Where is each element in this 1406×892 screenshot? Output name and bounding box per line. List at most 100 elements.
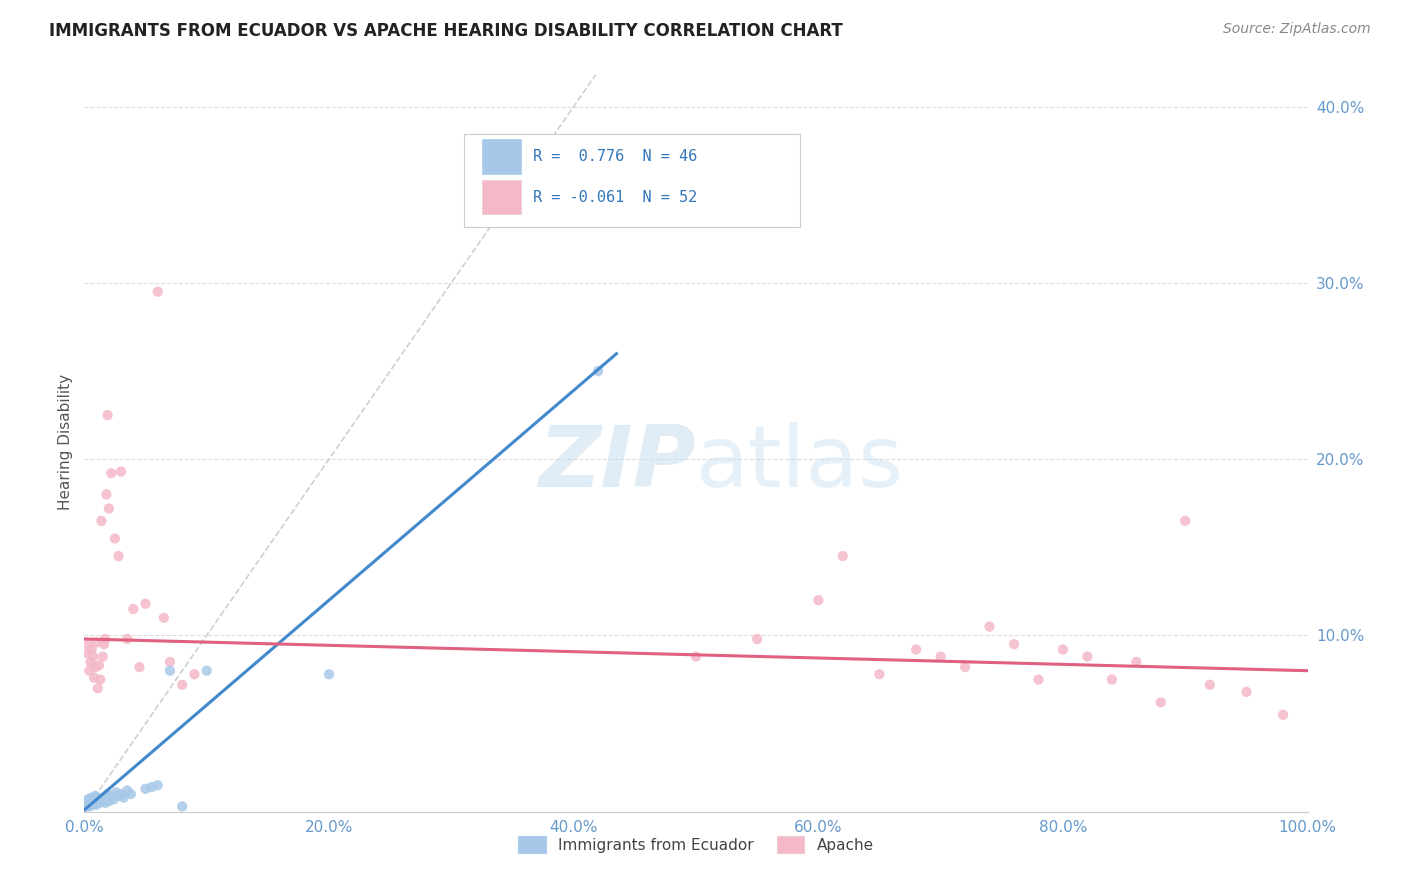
Point [97, 787, 120, 801]
Point [831, 549, 853, 563]
Point [93, 637, 115, 651]
Point [86, 635, 108, 649]
Point [77, 797, 100, 812]
Point [172, 678, 194, 692]
Point [76, 794, 98, 808]
Point [153, 611, 176, 625]
Point [87, 658, 110, 673]
Point [76, 646, 98, 660]
Point [1272, 707, 1295, 722]
Point [128, 660, 150, 674]
Point [80, 642, 103, 657]
Point [100, 790, 122, 805]
Point [93, 792, 115, 806]
Point [75, 796, 97, 810]
Point [112, 790, 135, 805]
Point [80, 790, 103, 805]
Point [685, 649, 707, 664]
FancyBboxPatch shape [464, 135, 800, 227]
Point [1002, 637, 1025, 651]
Text: R =  0.776  N = 46: R = 0.776 N = 46 [533, 149, 697, 164]
Point [90, 514, 112, 528]
Point [77, 799, 100, 814]
Point [1150, 695, 1173, 709]
Point [807, 593, 830, 607]
Point [141, 780, 163, 794]
Point [135, 597, 157, 611]
Point [103, 792, 125, 806]
Text: Source: ZipAtlas.com: Source: ZipAtlas.com [1223, 22, 1371, 37]
Point [159, 655, 181, 669]
Point [120, 787, 142, 801]
Point [79, 655, 101, 669]
Point [80, 796, 103, 810]
Point [104, 532, 127, 546]
Point [146, 778, 169, 792]
Point [90, 794, 112, 808]
Point [94, 632, 117, 646]
Point [1236, 685, 1258, 699]
Point [82, 649, 104, 664]
Legend: Immigrants from Ecuador, Apache: Immigrants from Ecuador, Apache [512, 830, 880, 860]
Point [195, 664, 218, 678]
Point [84, 789, 107, 803]
Point [110, 465, 132, 479]
Point [1028, 673, 1050, 687]
Point [122, 602, 145, 616]
Point [91, 790, 114, 805]
Point [172, 799, 194, 814]
Point [1052, 642, 1074, 657]
Point [79, 797, 101, 812]
Point [1198, 678, 1220, 692]
Point [75, 797, 97, 812]
Point [79, 792, 101, 806]
Point [318, 667, 340, 681]
Point [86, 790, 108, 805]
Point [77, 792, 100, 806]
Point [747, 632, 769, 646]
Point [87, 796, 110, 810]
Point [107, 549, 129, 563]
Text: ZIP: ZIP [538, 422, 696, 505]
Point [1174, 514, 1197, 528]
Point [77, 637, 100, 651]
Point [97, 501, 120, 516]
Point [94, 796, 117, 810]
Point [96, 487, 118, 501]
Point [107, 789, 129, 803]
Point [96, 789, 118, 803]
Point [869, 667, 891, 681]
Point [115, 632, 138, 646]
Point [77, 794, 100, 808]
Point [87, 681, 110, 696]
Point [97, 794, 120, 808]
Point [89, 792, 111, 806]
Point [83, 671, 105, 685]
Point [97, 408, 120, 422]
Text: IMMIGRANTS FROM ECUADOR VS APACHE HEARING DISABILITY CORRELATION CHART: IMMIGRANTS FROM ECUADOR VS APACHE HEARIN… [49, 22, 844, 40]
Point [1076, 649, 1098, 664]
Point [979, 619, 1001, 633]
Point [1125, 655, 1147, 669]
Point [1101, 673, 1123, 687]
Point [105, 785, 128, 799]
Point [83, 796, 105, 810]
Point [77, 664, 100, 678]
Point [91, 649, 114, 664]
Point [83, 790, 105, 805]
Point [100, 467, 122, 481]
Point [110, 787, 132, 801]
Point [82, 792, 104, 806]
FancyBboxPatch shape [482, 180, 522, 214]
Point [87, 794, 110, 808]
Point [146, 285, 169, 299]
Point [89, 673, 111, 687]
Text: R = -0.061  N = 52: R = -0.061 N = 52 [533, 190, 697, 205]
Point [84, 796, 107, 810]
Point [84, 660, 107, 674]
Text: atlas: atlas [696, 422, 904, 505]
Point [135, 781, 157, 796]
FancyBboxPatch shape [482, 139, 522, 174]
Point [115, 783, 138, 797]
Point [905, 642, 928, 657]
